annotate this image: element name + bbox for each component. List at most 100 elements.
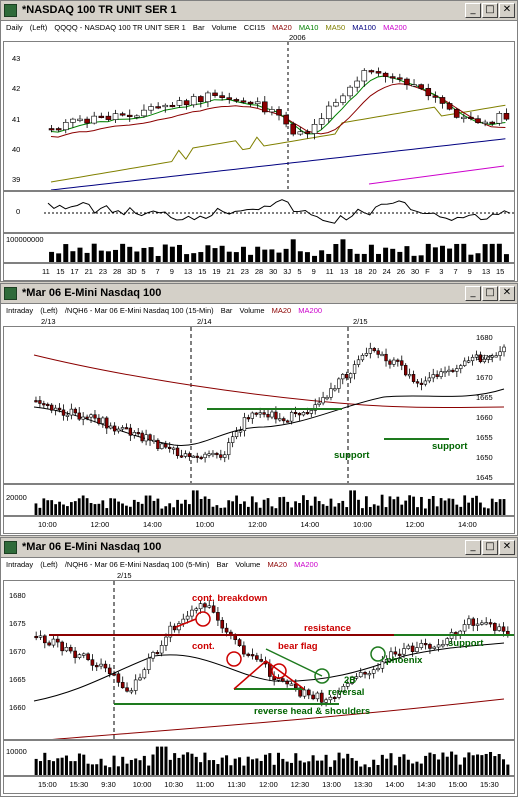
candle-body — [447, 369, 451, 372]
volume-bar — [169, 246, 175, 262]
ma20-label: MA20 — [271, 306, 292, 315]
volume-bar — [454, 754, 458, 775]
time-tick: 13:00 — [322, 780, 341, 789]
volume-bar — [254, 502, 258, 515]
volume-bar — [304, 252, 310, 262]
candle-body — [354, 80, 360, 88]
candle-body — [183, 100, 190, 106]
candle-body — [427, 377, 431, 382]
candle-body — [237, 639, 242, 647]
date-tick: 21 — [226, 267, 235, 276]
volume-bar — [233, 252, 239, 262]
chart-header: Intraday (Left) /NQH6 - Mar 06 E-Mini Na… — [6, 560, 323, 569]
price-tick: 41 — [12, 115, 21, 124]
candle-body — [466, 360, 471, 363]
candle-body — [411, 374, 416, 382]
volume-bar — [307, 761, 311, 775]
candle-body — [423, 643, 428, 646]
breakdown-circle — [195, 611, 211, 627]
volume-bar — [164, 746, 168, 775]
volume-bar — [361, 253, 367, 262]
volume-bar — [400, 504, 404, 515]
volume-bar — [321, 504, 325, 515]
minimize-button[interactable]: _ — [465, 3, 481, 18]
bear-flag-shape — [233, 660, 305, 690]
title-bar[interactable]: *Mar 06 E-Mini Nasdaq 100 _ □ ✕ — [1, 284, 517, 304]
window-menu-icon[interactable] — [4, 287, 17, 300]
title-bar[interactable]: *Mar 06 E-Mini Nasdaq 100 _ □ ✕ — [1, 538, 517, 558]
volume-bar — [397, 251, 403, 262]
volume-bar — [420, 496, 423, 515]
window-title: *NASDAQ 100 TR UNIT SER 1 — [22, 4, 177, 16]
window-menu-icon[interactable] — [4, 4, 17, 17]
support-annotation: support — [432, 441, 468, 452]
volume-bar — [56, 253, 62, 262]
candle-body — [302, 689, 307, 697]
candle-body — [384, 353, 388, 362]
candle-body — [64, 647, 69, 652]
date-tick: 7 — [453, 267, 458, 276]
close-button[interactable]: ✕ — [499, 3, 515, 18]
candle-body — [493, 623, 497, 631]
volume-bar — [309, 505, 313, 515]
candle-body — [435, 374, 439, 377]
volume-bar — [324, 754, 328, 775]
volume-bar — [176, 499, 179, 515]
close-button[interactable]: ✕ — [499, 540, 515, 555]
candle-body — [329, 388, 333, 398]
candle-body — [99, 663, 103, 667]
volume-chart — [49, 239, 509, 262]
volume-pane: 10000 — [3, 740, 515, 776]
window-menu-icon[interactable] — [4, 541, 17, 554]
scale-label: (Left) — [29, 23, 48, 32]
minimize-button[interactable]: _ — [465, 540, 481, 555]
volume-bar — [364, 496, 368, 515]
volume-bar — [240, 246, 246, 262]
volume-bar — [140, 503, 144, 515]
date-tick: 3 — [439, 267, 444, 276]
cci-zero-tick: 0 — [16, 207, 21, 216]
title-bar[interactable]: *NASDAQ 100 TR UNIT SER 1 _ □ ✕ — [1, 1, 517, 21]
candle-body — [393, 651, 398, 655]
ma200-line — [368, 165, 505, 185]
candle-body — [276, 678, 281, 681]
candle-body — [105, 417, 109, 429]
cont-circle — [226, 651, 242, 667]
volume-bar — [81, 495, 85, 515]
candle-body — [497, 626, 501, 631]
time-tick: 12:00 — [405, 520, 425, 529]
maximize-button[interactable]: □ — [482, 286, 498, 301]
maximize-button[interactable]: □ — [482, 540, 498, 555]
candle-body — [98, 115, 105, 118]
minimize-button[interactable]: _ — [465, 286, 481, 301]
date-tick: 20 — [368, 267, 377, 276]
candle-body — [415, 381, 420, 384]
volume-bar — [329, 498, 333, 515]
volume-bar — [341, 500, 345, 515]
window-title: *Mar 06 E-Mini Nasdaq 100 — [22, 541, 162, 553]
close-button[interactable]: ✕ — [499, 286, 515, 301]
volume-bar — [337, 752, 341, 775]
candle-body — [34, 635, 38, 639]
candle-body — [128, 427, 133, 436]
candle-body — [480, 622, 484, 625]
cci-pane: 0 — [3, 191, 515, 233]
candle-body — [175, 447, 180, 457]
candle-body — [269, 109, 275, 113]
candle-body — [278, 418, 282, 421]
candle-body — [38, 400, 42, 404]
volume-bar — [411, 255, 417, 262]
volume-bar — [503, 254, 509, 262]
ma200-line — [52, 698, 505, 739]
candle-body — [168, 446, 172, 450]
ma20-label: MA20 — [267, 560, 288, 569]
volume-bar — [69, 502, 73, 515]
volume-bar — [325, 505, 329, 515]
candle-body — [81, 416, 85, 420]
candle-body — [70, 118, 76, 123]
candle-body — [298, 687, 302, 697]
candle-body — [392, 359, 396, 365]
candle-body — [459, 365, 463, 369]
maximize-button[interactable]: □ — [482, 3, 498, 18]
volume-bar — [77, 753, 81, 775]
